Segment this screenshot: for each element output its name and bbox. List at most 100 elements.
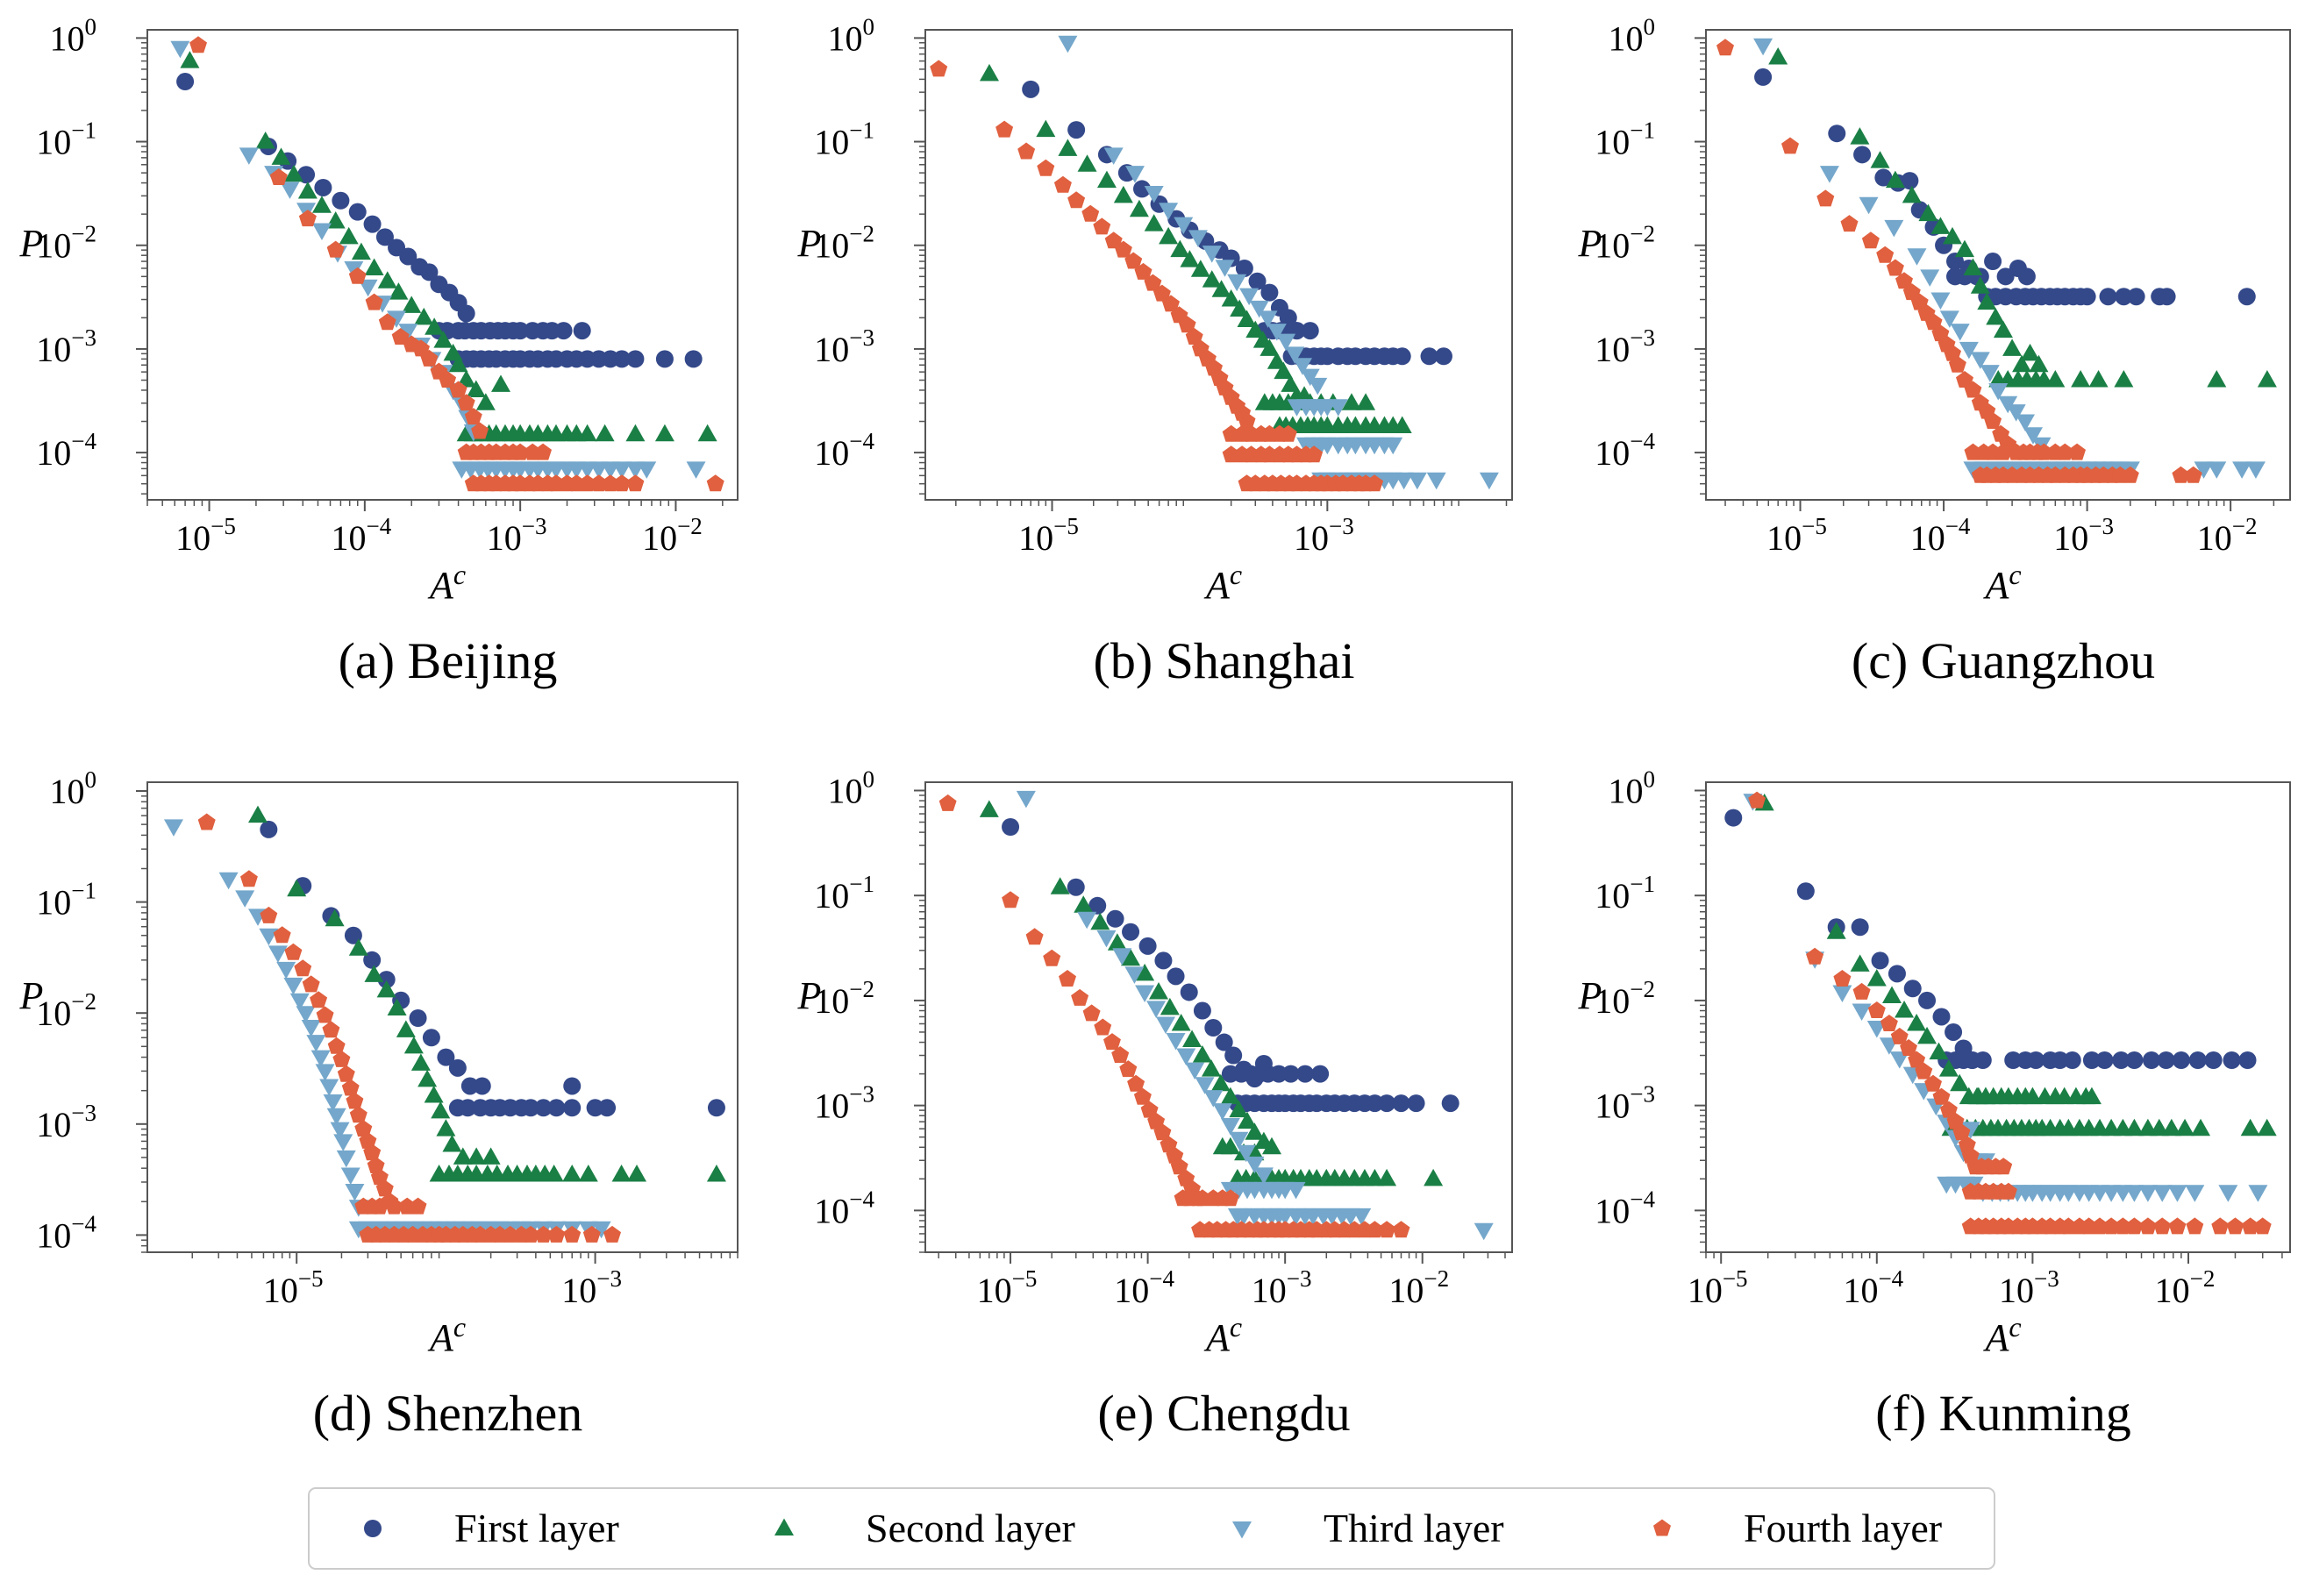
legend-label: Third layer <box>1324 1506 1504 1550</box>
data-point <box>2142 1051 2160 1069</box>
series-second-layer <box>1768 46 2277 388</box>
data-point <box>2124 1185 2144 1202</box>
data-point <box>311 196 332 213</box>
data-point <box>2167 1185 2187 1202</box>
legend-item: First layer <box>364 1506 619 1550</box>
data-point <box>297 181 318 199</box>
data-point <box>1192 1045 1212 1063</box>
data-point <box>1907 1013 1927 1031</box>
data-point <box>1074 895 1094 913</box>
data-point <box>1237 1111 1257 1129</box>
data-point <box>348 267 367 284</box>
data-point <box>1124 252 1143 269</box>
data-point <box>1180 983 1198 1001</box>
data-point <box>398 324 418 341</box>
x-tick-label: 10−4 <box>331 513 391 558</box>
data-point <box>1180 250 1200 267</box>
data-point <box>1286 1181 1306 1200</box>
data-point <box>431 1101 451 1119</box>
data-point <box>333 1134 353 1151</box>
data-point <box>1828 125 1846 143</box>
data-point <box>1144 274 1162 291</box>
data-point <box>327 1037 346 1054</box>
data-point <box>1960 1122 1980 1139</box>
x-tick-label: 10−5 <box>1018 513 1079 558</box>
data-point <box>627 1165 647 1182</box>
data-point <box>424 1085 444 1103</box>
data-point <box>1230 299 1250 317</box>
data-point <box>511 322 530 340</box>
data-point <box>471 422 489 439</box>
data-point <box>280 182 300 199</box>
data-point <box>637 461 657 479</box>
data-point <box>1377 1168 1397 1186</box>
series-second-layer <box>1754 793 2277 1136</box>
x-axis-label: Ac <box>427 1311 466 1359</box>
data-point <box>1112 948 1132 965</box>
data-point <box>1260 338 1280 356</box>
data-point <box>562 1165 582 1182</box>
data-point <box>1880 1015 1898 1031</box>
data-point <box>1058 35 1078 53</box>
x-tick-label: 10−4 <box>1843 1265 1903 1310</box>
series-fourth-layer <box>1748 791 2272 1235</box>
data-point <box>2017 267 2036 286</box>
data-point <box>603 1225 621 1243</box>
legend-label: Fourth layer <box>1744 1506 1942 1550</box>
data-point <box>2172 466 2190 483</box>
data-point <box>1267 352 1287 369</box>
data-point <box>938 794 957 811</box>
series-third-layer <box>1058 35 1499 490</box>
data-point <box>1245 1156 1265 1174</box>
data-point <box>1281 374 1301 392</box>
data-point <box>2191 1118 2211 1136</box>
data-point <box>2051 1051 2069 1069</box>
data-point <box>1119 1060 1138 1078</box>
data-point <box>414 307 434 325</box>
data-point <box>1077 154 1097 172</box>
data-point <box>2185 1185 2205 1202</box>
x-axis-label: Ac <box>1982 559 2021 607</box>
data-point <box>1166 1033 1186 1051</box>
data-point <box>1907 248 1927 266</box>
data-point <box>547 1225 566 1243</box>
data-point <box>1148 981 1168 1000</box>
data-point <box>684 350 703 368</box>
legend-box <box>308 1487 1995 1570</box>
data-point <box>1188 230 1208 247</box>
data-point <box>2056 443 2074 460</box>
data-point <box>626 474 645 492</box>
data-point <box>1245 1143 1265 1161</box>
data-point <box>1122 923 1140 941</box>
data-point <box>1308 377 1328 395</box>
data-point <box>2137 1185 2158 1202</box>
y-axis-label: P <box>797 974 822 1017</box>
data-point <box>1106 909 1124 928</box>
data-point <box>375 228 394 246</box>
y-tick-label: 10−3 <box>1595 1081 1655 1126</box>
data-point <box>322 1021 340 1038</box>
data-point <box>1162 295 1180 312</box>
data-point <box>346 1092 364 1109</box>
data-point <box>2237 288 2256 306</box>
data-point <box>283 977 303 995</box>
data-point <box>330 1122 350 1140</box>
chart-panel: 10−5 10−4 10−3 10−210010−110−210−310−4AcP(c… <box>1578 13 2291 689</box>
data-point <box>363 1144 382 1161</box>
y-tick-label: 10−3 <box>814 1081 874 1126</box>
data-point <box>1426 472 1446 490</box>
data-point <box>1261 1136 1281 1155</box>
series-second-layer <box>979 800 1444 1186</box>
data-point <box>1276 333 1296 352</box>
data-point <box>298 210 317 227</box>
data-point <box>433 331 453 348</box>
legend-item: Third layer <box>1232 1506 1504 1550</box>
data-point <box>1819 166 1839 183</box>
data-point <box>1833 970 1852 987</box>
data-point <box>1394 472 1414 490</box>
data-point <box>1995 1158 2013 1175</box>
data-point <box>625 424 646 442</box>
data-point <box>589 474 608 492</box>
data-point <box>1328 399 1348 417</box>
data-point <box>1999 1182 2017 1200</box>
